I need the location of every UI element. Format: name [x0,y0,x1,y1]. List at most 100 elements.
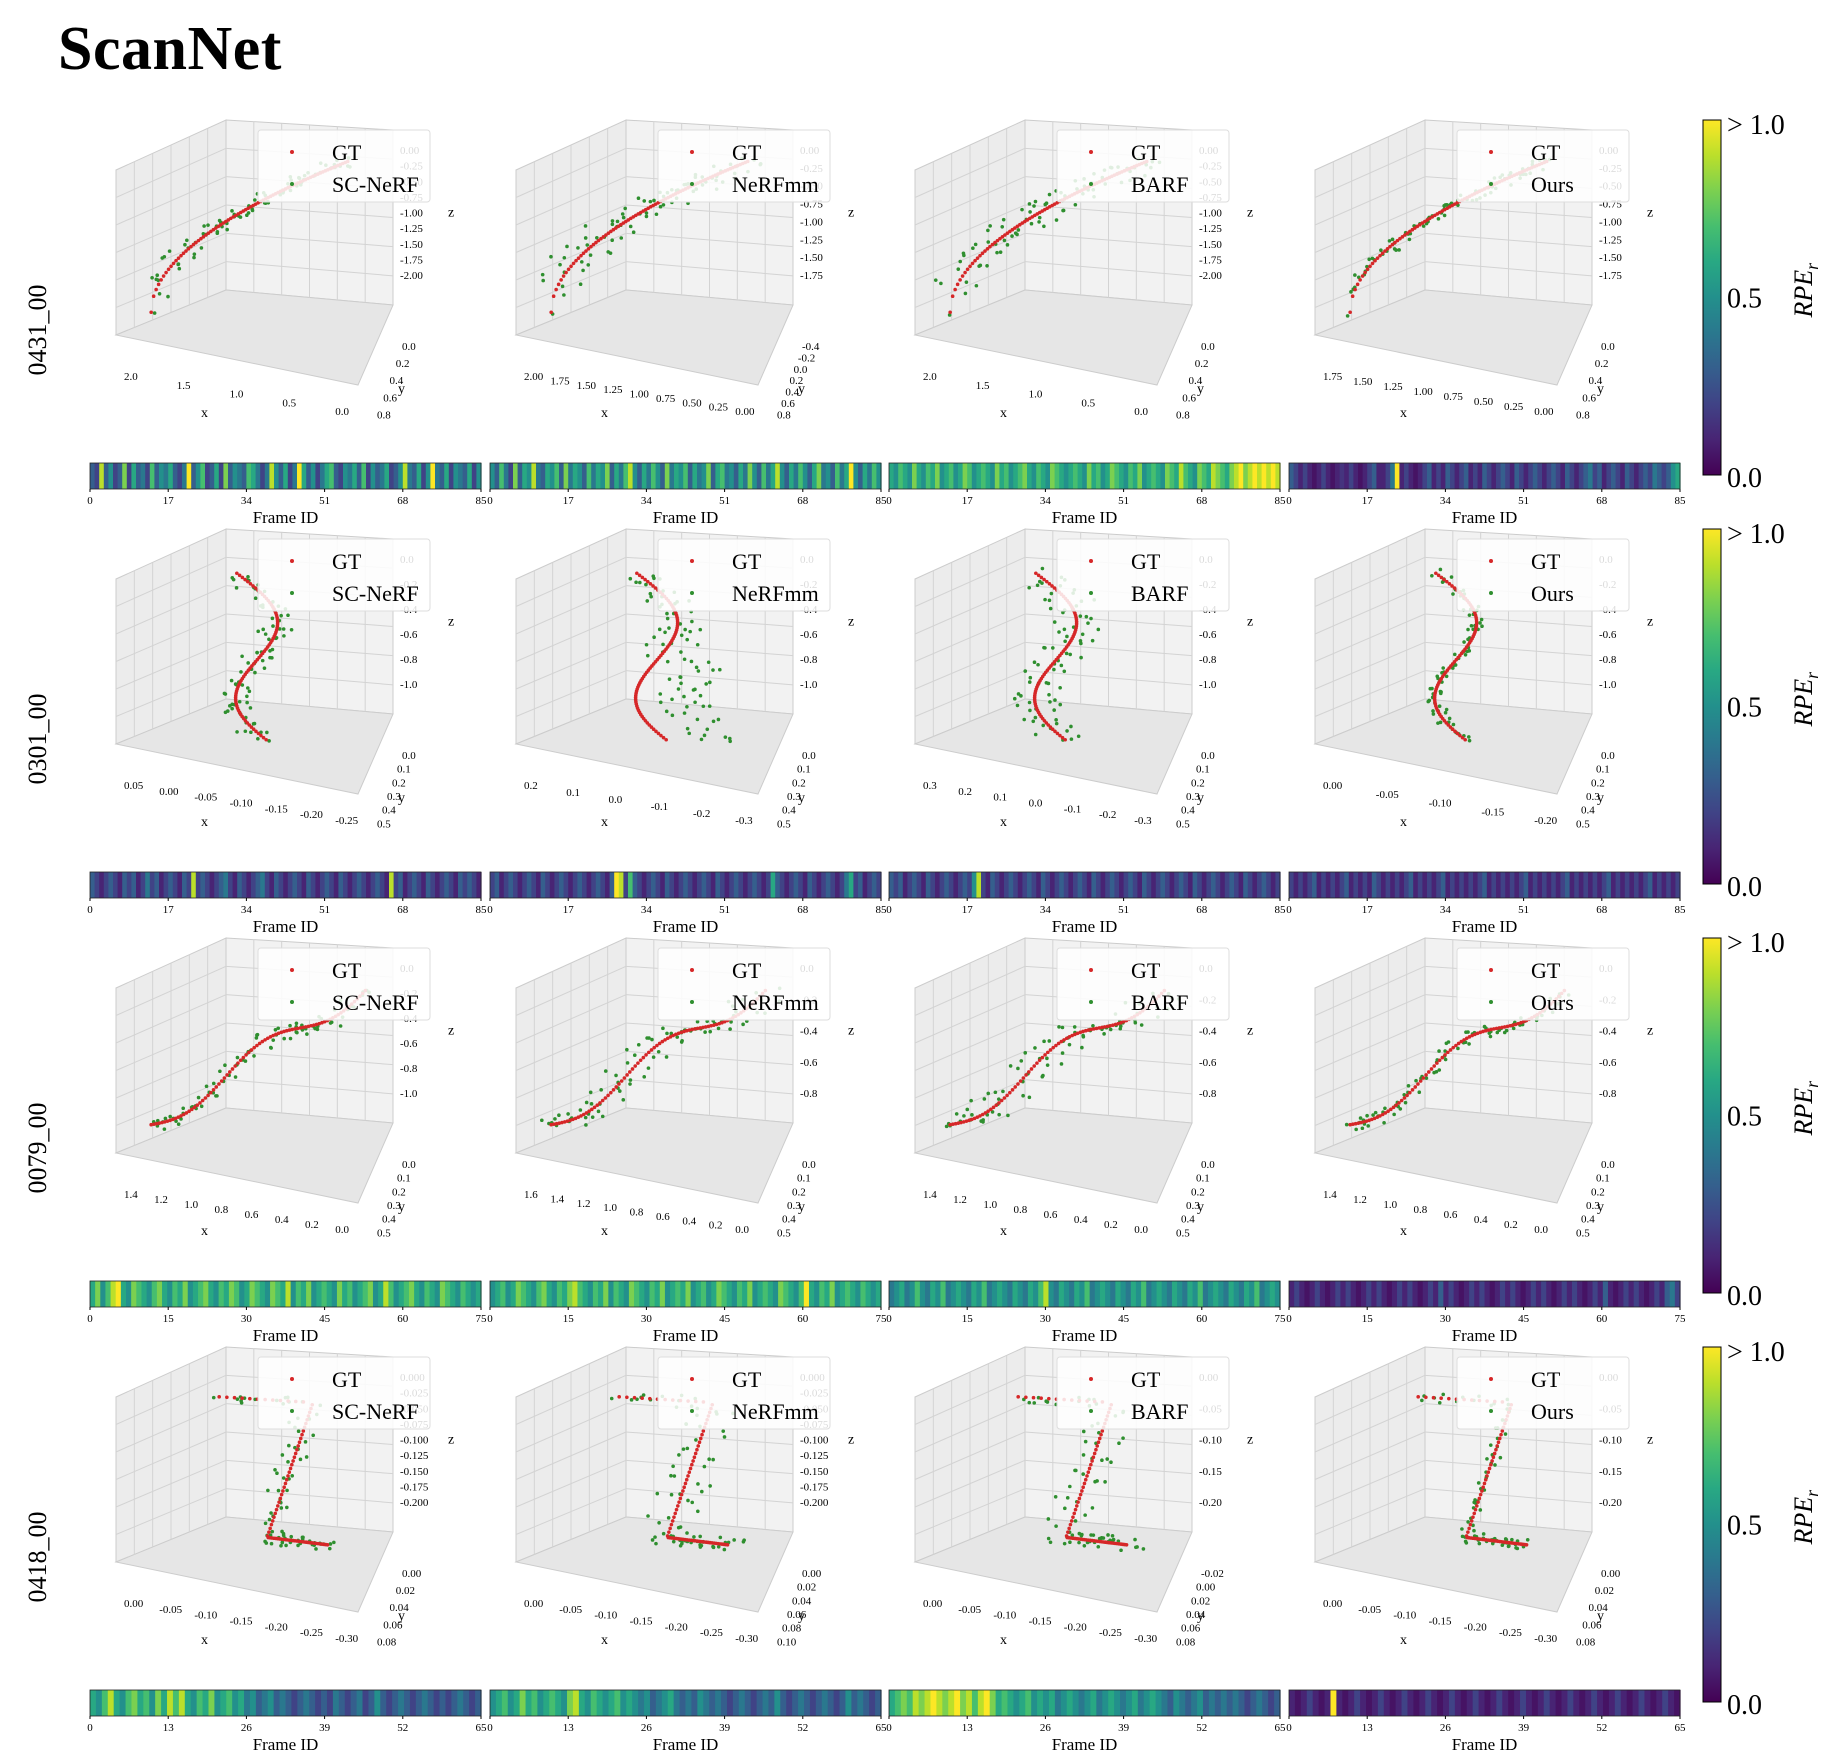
gt-point [312,1023,316,1027]
z-tick-label: -0.4 [1199,1026,1217,1038]
gt-point [1502,1025,1507,1029]
rpe-cell [572,463,578,489]
method-point [670,697,674,702]
gt-point [298,1436,303,1441]
rpe-cell [1013,463,1019,489]
gt-point [579,1114,583,1118]
rpe-cell [249,1281,256,1307]
rpe-cell [1319,1281,1326,1307]
rpe-cell [1620,1690,1628,1716]
gt-point [1505,1024,1510,1029]
rpe-cell [1500,872,1506,898]
method-point [1062,627,1067,632]
rpe-cell [1086,463,1092,489]
method-point [1045,1400,1050,1404]
z-tick-label: -1.0 [800,679,818,691]
method-point [1021,1093,1025,1098]
frame-tick-label: 0 [886,1313,892,1325]
frame-tick-label: 17 [962,495,974,507]
frame-tick-label: 0 [886,904,892,916]
method-point [1440,580,1445,584]
rpe-cell [525,1690,533,1716]
rpe-cell [692,872,698,898]
method-point [652,635,656,640]
rpe-cell [858,872,864,898]
gt-point [235,571,239,576]
method-point [282,1036,286,1041]
gt-point [1439,1396,1443,1401]
method-point [973,242,978,247]
frame-tick-label: 34 [241,495,253,507]
rpe-cell [126,1281,132,1307]
method-point [670,713,675,718]
rpe-cell [808,1281,815,1307]
rpe-cell [249,1690,257,1716]
frame-tick-label: 26 [641,1722,653,1734]
rpe-cell [789,872,795,898]
frame-tick-label: 51 [719,495,730,507]
gt-point [1467,1035,1472,1039]
gt-point [657,1041,662,1046]
rpe-cell [457,1690,464,1716]
gt-point [168,1118,172,1123]
rpe-cell [1638,1690,1646,1716]
rpe-cell [744,1690,752,1716]
y-tick-label: 0.2 [396,358,410,370]
rpe-cell [976,872,982,898]
method-point [1037,220,1041,224]
frame-tick-label: 51 [319,904,330,916]
method-point [163,1116,168,1121]
rpe-cell [126,872,132,898]
rpe-cell [651,872,657,898]
gt-point [687,1470,692,1475]
method-point [609,1396,614,1401]
gt-point [696,1444,701,1448]
rpe-cell [444,872,450,898]
rpe-cell [254,1281,261,1307]
gt-point [1077,1496,1082,1501]
method-point [1023,669,1028,673]
rpe-cell [1659,1281,1666,1307]
rpe-cell [1077,872,1083,898]
method-point [1046,1517,1051,1521]
method-point [1027,1400,1032,1405]
rpe-cell [196,1690,204,1716]
method-point [1469,623,1474,628]
rpe-cell [738,1690,746,1716]
gt-point [1047,581,1052,586]
rpe-cell [131,463,137,489]
gt-point [1492,1451,1497,1456]
rpe-cell [1546,872,1552,898]
gt-point [1099,1432,1103,1437]
gt-point [1073,1507,1078,1512]
gt-point [1005,1093,1009,1098]
method-point [1063,639,1067,644]
gt-point [1045,1050,1050,1055]
legend-method: NeRFmm [732,581,819,606]
rpe-cell [1174,872,1180,898]
rpe-cell [632,1690,639,1716]
rpe-cell [851,1690,858,1716]
gt-point [1097,1026,1102,1030]
gt-point [698,1026,703,1030]
x-tick-label: 0.00 [1534,406,1554,418]
x-tick-label: 0.0 [1134,406,1148,418]
gt-point [1052,586,1057,590]
rpe-cell [1022,463,1028,489]
gt-point [964,1119,969,1123]
x-tick-label: 0.8 [1014,1204,1028,1216]
frame-tick-label: 85 [1675,495,1687,507]
rpe-cell [1440,872,1446,898]
rpe-cell [756,463,762,489]
rpe-cell [343,463,349,489]
rpe-cell [315,463,321,489]
rpe-cell [168,463,174,489]
rpe-cell [1208,1690,1216,1716]
rpe-cell [711,1281,717,1307]
rpe-cell [214,872,220,898]
legend-gt: GT [332,958,362,983]
method-point [1100,1458,1104,1463]
rpe-cell [935,463,941,489]
gt-point [1390,242,1395,247]
gt-point [648,581,653,586]
